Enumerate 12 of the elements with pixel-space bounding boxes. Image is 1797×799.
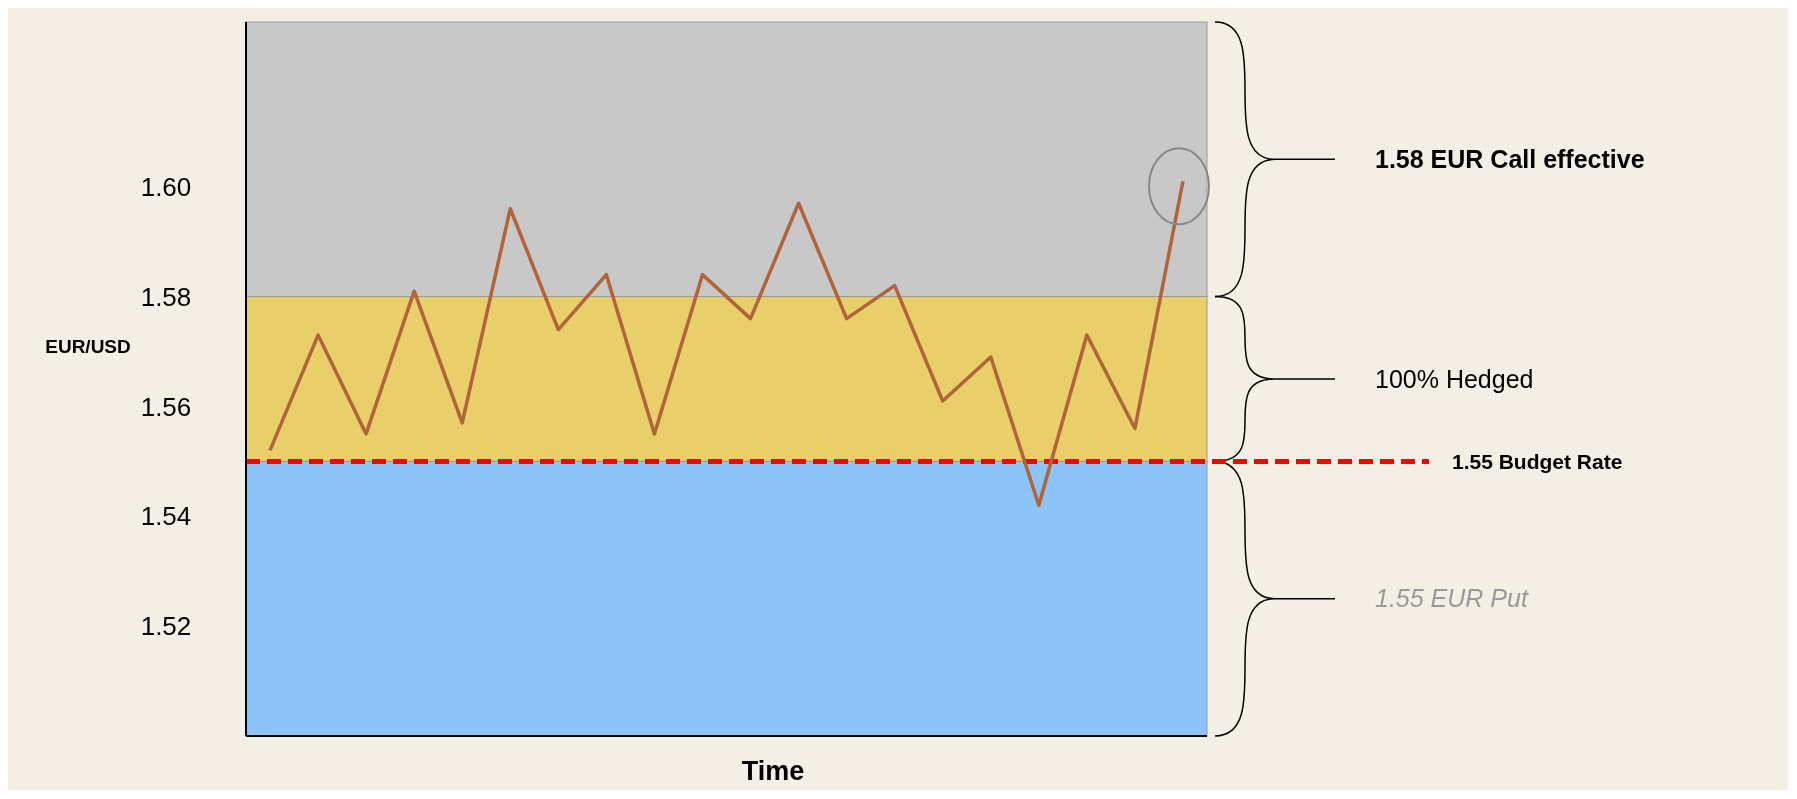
text: 100% Hedged bbox=[1375, 364, 1534, 393]
x-axis-title: Time bbox=[741, 756, 805, 786]
y-tick-label: 1.54 bbox=[140, 501, 192, 532]
text: 1.58 EUR Call effective bbox=[1375, 145, 1645, 174]
y-tick-label: 1.58 bbox=[140, 281, 192, 312]
text: 1.55 EUR Put bbox=[1375, 584, 1529, 613]
line-series bbox=[268, 179, 1185, 508]
y-tick-label: 1.52 bbox=[140, 611, 192, 642]
y-axis-title: EUR/USD bbox=[45, 336, 131, 357]
ref-line-label: 1.55 Budget Rate bbox=[1452, 449, 1623, 473]
y-tick-label: 1.60 bbox=[140, 171, 192, 202]
y-tick-label: 1.56 bbox=[140, 391, 192, 422]
